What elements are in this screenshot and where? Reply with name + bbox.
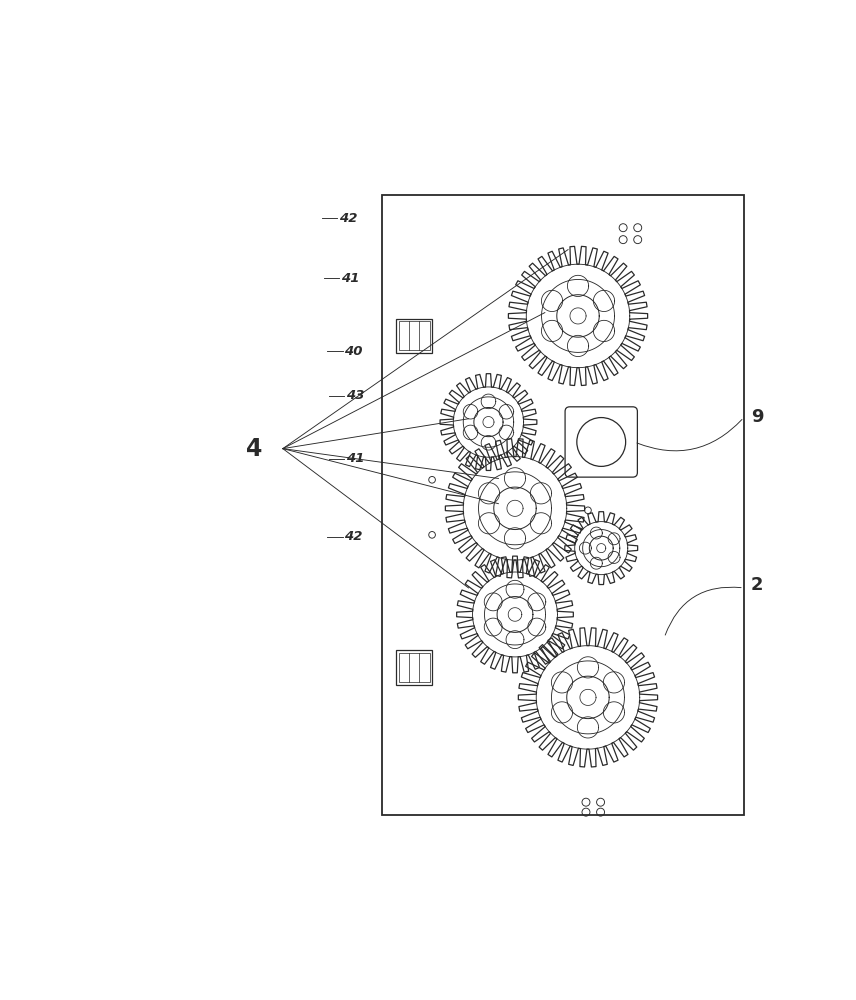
Bar [396,650,432,685]
Text: 9: 9 [751,408,764,426]
Text: 4: 4 [246,437,263,461]
Text: 42: 42 [339,212,358,225]
Text: 42: 42 [344,530,363,543]
Bar [396,319,432,353]
Text: 2: 2 [751,576,764,594]
Bar [399,653,430,682]
Text: 41: 41 [342,272,360,285]
Bar [383,195,744,815]
Text: 41: 41 [346,452,365,465]
Text: 43: 43 [346,389,365,402]
Bar [399,321,430,350]
Text: 40: 40 [344,345,363,358]
